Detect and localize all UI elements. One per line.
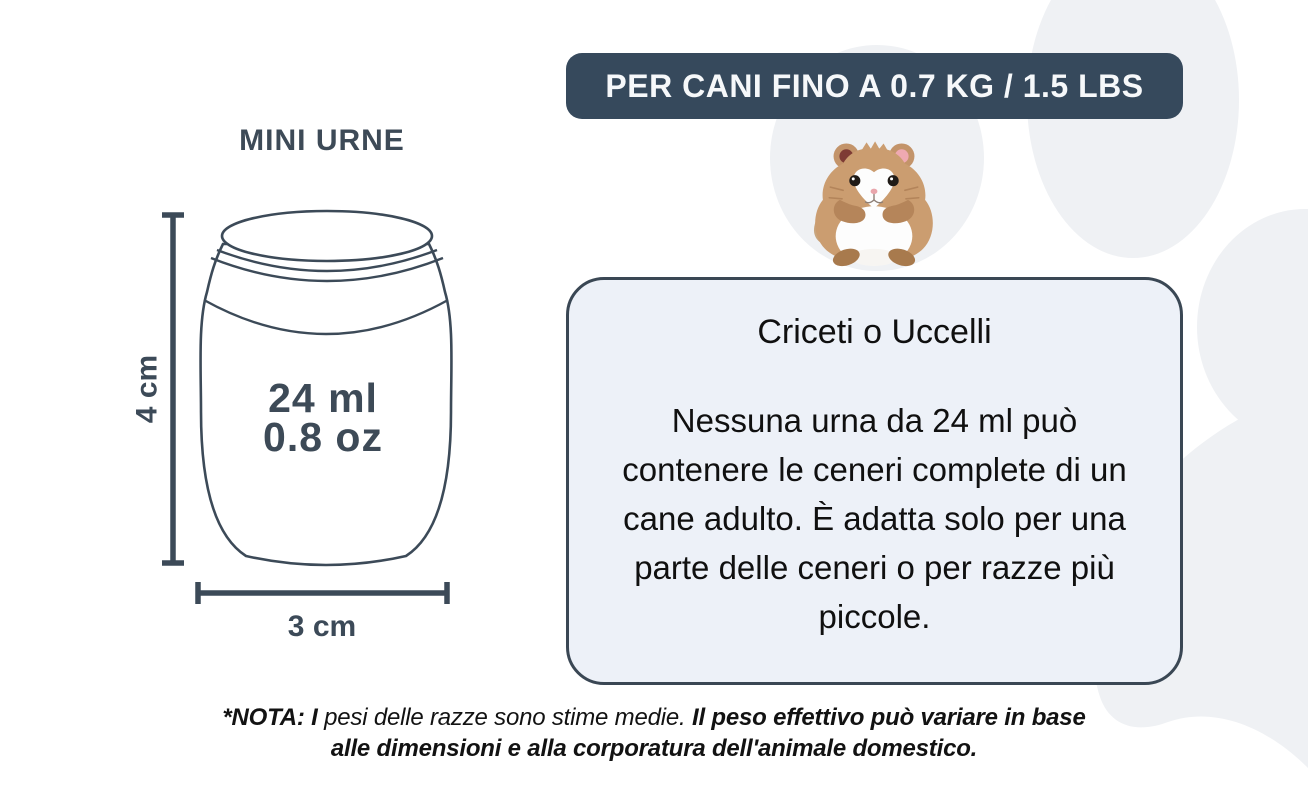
info-card-heading: Criceti o Uccelli <box>757 313 992 351</box>
footnote-regular-mid: pesi delle razze sono stime medie. <box>317 704 692 731</box>
weight-banner-label: PER CANI FINO A 0.7 KG / 1.5 LBS <box>605 67 1144 104</box>
weight-banner: PER CANI FINO A 0.7 KG / 1.5 LBS <box>566 53 1183 119</box>
width-dimension-line <box>195 582 450 604</box>
mini-urn-diagram: 24 ml 0.8 oz 4 cm 3 cm <box>131 209 453 643</box>
capacity-ml-label: 24 ml <box>268 375 378 421</box>
capacity-oz-label: 0.8 oz <box>263 414 383 460</box>
hamster-icon <box>814 141 933 267</box>
urn-rim-line <box>216 248 438 273</box>
height-dimension-line <box>162 212 184 566</box>
footnote-bold-intro: *NOTA: I <box>222 704 318 731</box>
figure-title: MINI URNE <box>239 124 405 157</box>
footnote-bold-line2: alle dimensioni e alla corporatura dell'… <box>330 735 978 762</box>
info-card: Criceti o Uccelli Nessuna urna da 24 ml … <box>566 277 1183 685</box>
info-card-body: Nessuna urna da 24 ml può contenere le c… <box>622 402 1127 635</box>
footnote-line-1: *NOTA: I pesi delle razze sono stime med… <box>0 702 1308 733</box>
urn-shoulder-line <box>203 298 449 336</box>
footnote-line-2: alle dimensioni e alla corporatura dell'… <box>0 733 1308 764</box>
footnote: *NOTA: I pesi delle razze sono stime med… <box>0 702 1308 764</box>
width-label: 3 cm <box>288 610 356 643</box>
footnote-bold-end: Il peso effettivo può variare in base <box>691 704 1086 731</box>
height-label: 4 cm <box>131 355 164 423</box>
urn-lid-outline <box>220 209 434 263</box>
urn-rim-line-2 <box>210 256 444 283</box>
